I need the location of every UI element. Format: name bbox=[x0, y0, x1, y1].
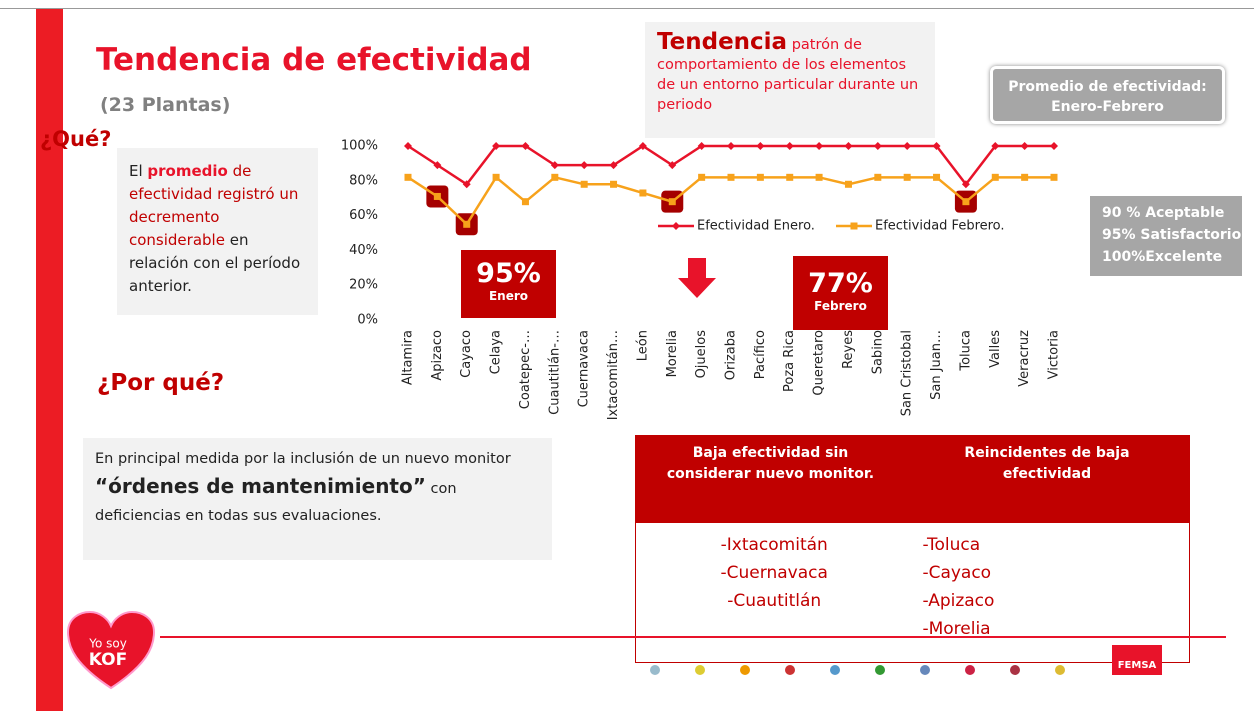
y-tick-label: 60% bbox=[349, 208, 378, 223]
point bbox=[698, 174, 705, 181]
x-tick-label: Queretaro bbox=[812, 330, 827, 396]
legend-label: Efectividad Febrero. bbox=[875, 219, 1005, 234]
point bbox=[434, 193, 441, 200]
flags bbox=[640, 660, 1090, 682]
point bbox=[904, 174, 911, 181]
point bbox=[581, 181, 588, 188]
x-tick-label: Reyes bbox=[841, 330, 856, 369]
legend-label: Efectividad Enero. bbox=[697, 219, 815, 234]
x-tick-label: Valles bbox=[988, 330, 1003, 368]
table-header-cell: Reincidentes de baja efectividad bbox=[905, 436, 1189, 523]
point bbox=[639, 189, 646, 196]
callout: 95% Enero bbox=[461, 250, 556, 318]
table-cell: -Toluca bbox=[922, 531, 1189, 559]
brand-logo: FEMSA bbox=[1112, 645, 1162, 675]
callout: 77% Febrero bbox=[793, 256, 888, 330]
x-tick-label: San Juan… bbox=[929, 330, 944, 400]
y-tick-label: 40% bbox=[349, 243, 378, 258]
x-tick-label: Apizaco bbox=[430, 330, 445, 381]
down-arrow bbox=[678, 258, 716, 298]
point bbox=[874, 142, 882, 150]
point bbox=[757, 174, 764, 181]
logo-text: Yo soy bbox=[88, 637, 127, 651]
y-tick-label: 20% bbox=[349, 278, 378, 293]
point bbox=[786, 142, 794, 150]
point bbox=[756, 142, 764, 150]
y-tick-label: 80% bbox=[349, 173, 378, 188]
point bbox=[1051, 174, 1058, 181]
point bbox=[874, 174, 881, 181]
por-que-box: En principal medida por la inclusión de … bbox=[83, 438, 552, 560]
point bbox=[933, 174, 940, 181]
point bbox=[727, 142, 735, 150]
x-tick-label: Cuautitlán-… bbox=[547, 330, 562, 415]
callout-value: 77% bbox=[793, 268, 888, 299]
table-cell: -Cuautitlán bbox=[636, 587, 912, 615]
point bbox=[551, 174, 558, 181]
x-tick-label: Pacífico bbox=[753, 330, 768, 379]
por-que-heading: ¿Por qué? bbox=[97, 370, 224, 396]
slide: Tendencia de efectividad (23 Plantas) Te… bbox=[0, 0, 1254, 711]
x-tick-label: Coatepec-… bbox=[518, 330, 533, 409]
x-tick-label: Altamira bbox=[401, 330, 416, 385]
x-tick-label: Sabino bbox=[870, 330, 885, 374]
point bbox=[672, 222, 680, 230]
x-tick-label: Celaya bbox=[489, 330, 504, 374]
point bbox=[405, 174, 412, 181]
point bbox=[845, 181, 852, 188]
x-tick-label: Poza Rica bbox=[782, 330, 797, 392]
point bbox=[816, 174, 823, 181]
point bbox=[992, 174, 999, 181]
point bbox=[522, 198, 529, 205]
table-column: -Toluca-Cayaco-Apizaco-Morelia bbox=[912, 531, 1189, 643]
table-column: -Ixtacomitán-Cuernavaca-Cuautitlán bbox=[636, 531, 912, 643]
point bbox=[815, 142, 823, 150]
x-tick-label: Ojuelos bbox=[694, 330, 709, 379]
point bbox=[580, 161, 588, 169]
point bbox=[844, 142, 852, 150]
table-header-cell: Baja efectividad sin considerar nuevo mo… bbox=[636, 436, 905, 523]
por-que-emphasis: “órdenes de mantenimiento” bbox=[95, 474, 426, 498]
por-que-text: En principal medida por la inclusión de … bbox=[95, 451, 511, 467]
callout-label: Febrero bbox=[793, 299, 888, 313]
point bbox=[962, 198, 969, 205]
point bbox=[903, 142, 911, 150]
x-tick-label: Ixtacomitán… bbox=[606, 330, 621, 420]
footer-line bbox=[160, 636, 1226, 638]
x-tick-label: Orizaba bbox=[724, 330, 739, 380]
x-tick-label: Toluca bbox=[958, 330, 973, 372]
x-tick-label: Morelia bbox=[665, 330, 680, 377]
table-cell: -Ixtacomitán bbox=[636, 531, 912, 559]
point bbox=[1021, 174, 1028, 181]
point bbox=[1050, 142, 1058, 150]
x-tick-label: Veracruz bbox=[1017, 330, 1032, 387]
x-tick-label: León bbox=[635, 330, 650, 361]
point bbox=[463, 221, 470, 228]
table-cell: -Apizaco bbox=[922, 587, 1189, 615]
heart-logo: Yo soy KOF bbox=[66, 610, 156, 690]
y-tick-label: 0% bbox=[357, 313, 378, 328]
table-cell: -Cuernavaca bbox=[636, 559, 912, 587]
logo-text: KOF bbox=[89, 650, 127, 670]
x-tick-label: Cuernavaca bbox=[577, 330, 592, 407]
y-tick-label: 100% bbox=[341, 139, 378, 154]
table: Baja efectividad sin considerar nuevo mo… bbox=[635, 435, 1190, 663]
x-tick-label: Victoria bbox=[1047, 330, 1062, 379]
callout-label: Enero bbox=[461, 289, 556, 303]
callout-value: 95% bbox=[461, 258, 556, 289]
point bbox=[669, 198, 676, 205]
point bbox=[493, 174, 500, 181]
table-cell: -Morelia bbox=[922, 615, 1189, 643]
point bbox=[786, 174, 793, 181]
point bbox=[728, 174, 735, 181]
table-cell: -Cayaco bbox=[922, 559, 1189, 587]
table-header: Baja efectividad sin considerar nuevo mo… bbox=[636, 436, 1189, 523]
x-tick-label: Cayaco bbox=[459, 330, 474, 378]
point bbox=[1021, 142, 1029, 150]
x-tick-label: San Cristobal bbox=[900, 330, 915, 416]
point bbox=[610, 181, 617, 188]
point bbox=[851, 223, 858, 230]
